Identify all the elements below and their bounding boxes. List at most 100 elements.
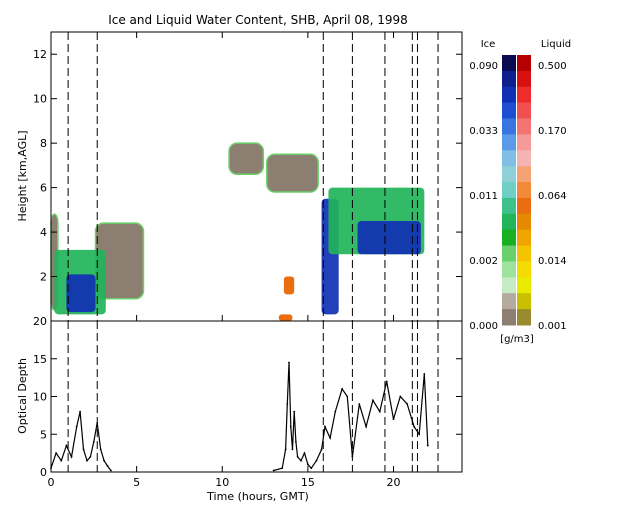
optical-depth-point xyxy=(65,444,68,447)
heatmap-y-ticks: 2 4 6 8 10 12 xyxy=(33,48,462,284)
y-tick-label: 8 xyxy=(40,137,47,150)
colorbar-liquid-swatch xyxy=(517,70,531,88)
optical-depth-point xyxy=(385,380,388,383)
optical-depth-point xyxy=(86,459,88,462)
optical-depth-point xyxy=(106,465,109,467)
colorbar-liquid-tick: 0.064 xyxy=(538,191,567,202)
optical-depth-point xyxy=(399,395,402,398)
optical-depth-point xyxy=(296,456,299,458)
colorbar-liquid-swatch xyxy=(517,55,531,72)
colorbar-ice-swatch xyxy=(502,55,516,72)
optical-depth-point xyxy=(341,388,344,390)
x-tick-label: 0 xyxy=(48,476,55,489)
colorbar-liquid-tick: 0.170 xyxy=(538,126,567,137)
colorbar-ice-tick: 0.033 xyxy=(469,126,498,137)
event-lines-bottom xyxy=(67,321,439,472)
liquid-patch xyxy=(278,314,293,321)
optical-depth-series xyxy=(50,411,112,471)
colorbar-liquid-swatch xyxy=(517,118,531,135)
colorbar-unit-label: [g/m3] xyxy=(500,334,534,345)
optical-depth-point xyxy=(110,469,112,472)
optical-depth-point xyxy=(294,440,297,443)
ice-patch xyxy=(357,220,421,255)
x-tick-label: 5 xyxy=(133,476,140,489)
colorbar-ice-tick: 0.000 xyxy=(469,321,498,332)
optical-depth-point xyxy=(365,425,367,428)
colorbar-ice-swatch xyxy=(502,245,516,262)
ice-patch xyxy=(66,274,96,313)
optical-depth-point xyxy=(418,433,421,436)
colorbar-liquid-swatch xyxy=(517,293,531,310)
optical-depth-point xyxy=(272,469,275,472)
y-tick-label: 10 xyxy=(33,391,47,404)
low-content-patch xyxy=(266,153,319,193)
optical-depth-point xyxy=(75,425,78,428)
optical-depth-point xyxy=(423,372,426,375)
optical-depth-point xyxy=(378,410,381,413)
optical-depth-point xyxy=(70,456,73,458)
optical-depth-point xyxy=(329,437,332,439)
optical-depth-point xyxy=(406,403,409,405)
optical-depth-point xyxy=(281,467,284,470)
optical-depth-point xyxy=(103,459,105,462)
optical-depth-y-ticks: 0 5 10 15 20 xyxy=(33,315,462,479)
colorbar-liquid-swatch xyxy=(517,197,531,215)
y-tick-label: 12 xyxy=(33,48,47,61)
colorbar-ice-swatch xyxy=(502,213,516,231)
optical-depth-point xyxy=(310,467,313,470)
optical-depth-point xyxy=(300,459,302,462)
optical-depth-point xyxy=(289,425,292,428)
colorbar-ice-swatch xyxy=(502,293,516,310)
x-tick-label: 20 xyxy=(387,476,401,489)
optical-depth-point xyxy=(324,425,326,428)
optical-depth-point xyxy=(303,452,306,455)
optical-depth-point xyxy=(334,410,337,413)
colorbar-ice-tick: 0.011 xyxy=(469,191,498,202)
colorbar xyxy=(502,55,531,326)
y-tick-label: 0 xyxy=(40,466,47,479)
colorbar-ice-swatch xyxy=(502,182,516,199)
x-tick-label: 10 xyxy=(215,476,229,489)
optical-depth-point xyxy=(92,440,95,443)
y-tick-label: 2 xyxy=(40,271,47,284)
optical-depth-point xyxy=(358,403,361,405)
colorbar-liquid-swatch xyxy=(517,245,531,262)
colorbar-liquid-swatch xyxy=(517,261,531,278)
colorbar-ice-swatch xyxy=(502,118,516,135)
time-x-ticks: 0 5 10 15 20 xyxy=(48,32,401,489)
colorbar-ice-swatch xyxy=(502,102,516,120)
colorbar-ice-swatch xyxy=(502,277,516,294)
colorbar-liquid-swatch xyxy=(517,309,531,326)
colorbar-liquid-swatch xyxy=(517,182,531,199)
colorbar-ice-swatch xyxy=(502,134,516,151)
optical-depth-series xyxy=(273,362,429,472)
optical-depth-point xyxy=(293,410,296,413)
colorbar-liquid-ticks: 0.500 0.170 0.064 0.014 0.001 xyxy=(538,61,567,332)
optical-depth-point xyxy=(320,448,323,451)
optical-depth-plot-area xyxy=(50,361,429,472)
optical-depth-point xyxy=(288,361,290,364)
colorbar-liquid-swatch xyxy=(517,86,531,104)
colorbar-ice-swatch xyxy=(502,261,516,278)
heatmap-plot-area xyxy=(50,142,425,321)
optical-depth-point xyxy=(291,448,294,451)
colorbar-ice-swatch xyxy=(502,229,516,247)
optical-depth-point xyxy=(306,463,309,466)
optical-depth-point xyxy=(82,448,85,451)
optical-depth-point xyxy=(55,452,58,455)
chart-title: Ice and Liquid Water Content, SHB, April… xyxy=(108,13,408,27)
optical-depth-point xyxy=(284,448,287,451)
y-tick-label: 20 xyxy=(33,315,47,328)
colorbar-ice-tick: 0.090 xyxy=(469,61,498,72)
colorbar-ice-swatch xyxy=(502,86,516,104)
colorbar-ice-swatch xyxy=(502,309,516,326)
colorbar-liquid-swatch xyxy=(517,102,531,120)
colorbar-ice-ticks: 0.090 0.033 0.011 0.002 0.000 xyxy=(469,61,498,332)
optical-depth-point xyxy=(426,444,429,447)
optical-depth-point xyxy=(372,399,374,402)
colorbar-ice-swatch xyxy=(502,197,516,215)
y-tick-label: 15 xyxy=(33,353,47,366)
colorbar-liquid-swatch xyxy=(517,166,531,183)
time-x-axis-label: Time (hours, GMT) xyxy=(206,490,309,503)
